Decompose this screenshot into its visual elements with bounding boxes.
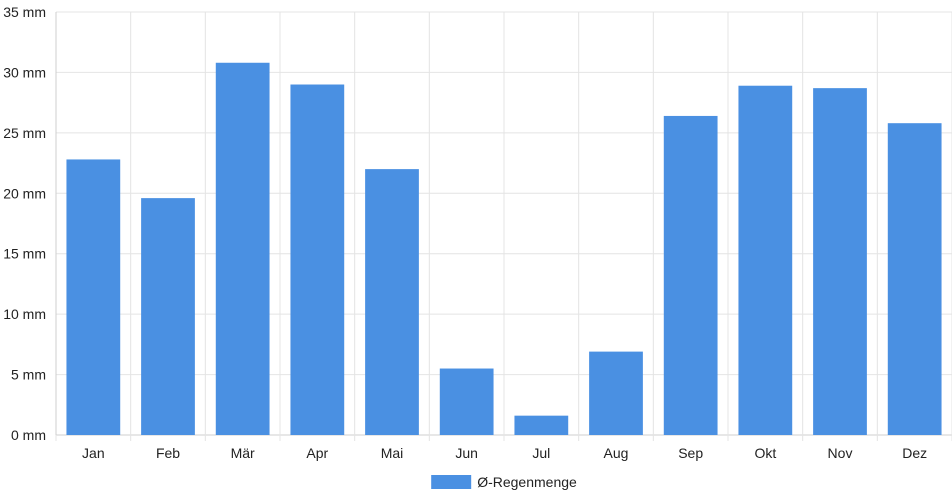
bar-Jun[interactable] [439,368,494,435]
bar-Sep[interactable] [663,115,718,436]
y-tick-label: 0 mm [11,427,46,443]
y-tick-label: 20 mm [3,185,46,201]
legend[interactable]: Ø-Regenmenge [431,474,577,490]
bar-Nov[interactable] [813,88,867,435]
grid-layer [55,11,952,436]
x-tick-label: Mai [381,445,404,461]
legend-swatch[interactable] [431,475,472,489]
bar-Jul[interactable] [514,415,569,435]
x-tick-label: Jun [455,445,478,461]
x-tick-label: Dez [902,445,927,461]
y-tick-label: 5 mm [11,367,46,383]
bar-Mär[interactable] [215,62,270,435]
axis-layer: 0 mm 5 mm 10 mm 15 mm 20 mm 25 mm 30 mm 35 mm Ja… [3,4,952,461]
y-tick-label: 25 mm [3,125,46,141]
bar-Mai[interactable] [365,169,419,435]
x-tick-label: Feb [156,445,180,461]
y-tick-label: 15 mm [3,246,46,262]
x-tick-label: Sep [678,445,703,461]
bar-Aug[interactable] [589,351,643,435]
legend-label[interactable]: Ø-Regenmenge [477,474,577,490]
x-tick-label: Apr [306,445,328,461]
x-tick-label: Jan [82,445,105,461]
bar-Jan[interactable] [66,159,121,435]
y-tick-label: 10 mm [3,306,46,322]
bar-Feb[interactable] [141,198,195,435]
x-tick-label: Okt [754,445,776,461]
bar-Dez[interactable] [887,123,942,435]
x-tick-label: Jul [532,445,550,461]
y-tick-label: 35 mm [3,4,46,20]
bar-Okt[interactable] [738,85,793,436]
x-tick-label: Aug [604,445,629,461]
y-tick-label: 30 mm [3,64,46,80]
x-tick-label: Mär [231,445,255,461]
bar-Apr[interactable] [290,84,345,435]
x-tick-label: Nov [828,445,853,461]
bar-layer [66,62,942,436]
